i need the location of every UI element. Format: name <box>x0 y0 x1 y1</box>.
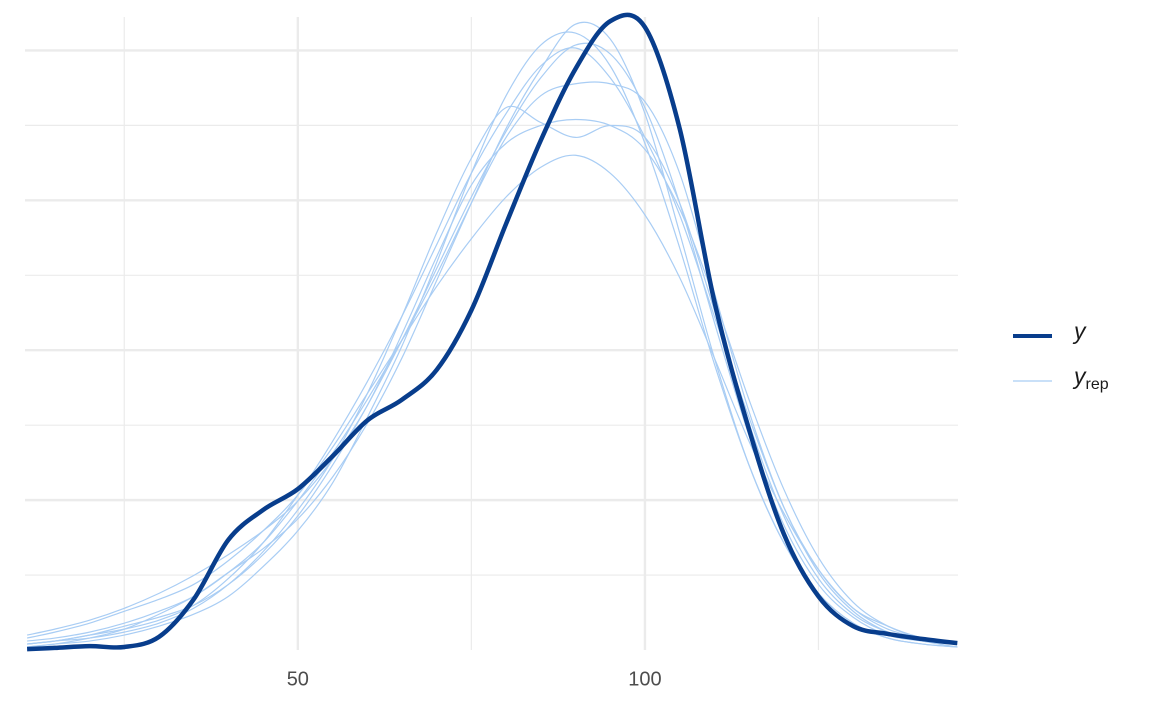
legend-label: yrep <box>1072 363 1109 393</box>
plot-lines <box>26 12 958 652</box>
grid <box>25 17 958 650</box>
x-tick-label: 100 <box>628 668 661 690</box>
density-line <box>27 47 958 645</box>
legend-label: y <box>1072 318 1087 344</box>
legend: y yrep <box>1013 318 1109 393</box>
density-line <box>26 12 958 652</box>
density-line <box>27 31 958 648</box>
legend-label-main: y <box>1072 363 1087 389</box>
x-tick-label: 50 <box>287 668 309 690</box>
legend-label-subscript: rep <box>1086 376 1109 393</box>
x-axis: 50 100 <box>287 668 662 690</box>
density-line <box>27 42 958 645</box>
density-line <box>27 81 958 645</box>
density-line <box>27 21 958 648</box>
density-line <box>27 105 958 648</box>
density-line <box>26 118 958 645</box>
